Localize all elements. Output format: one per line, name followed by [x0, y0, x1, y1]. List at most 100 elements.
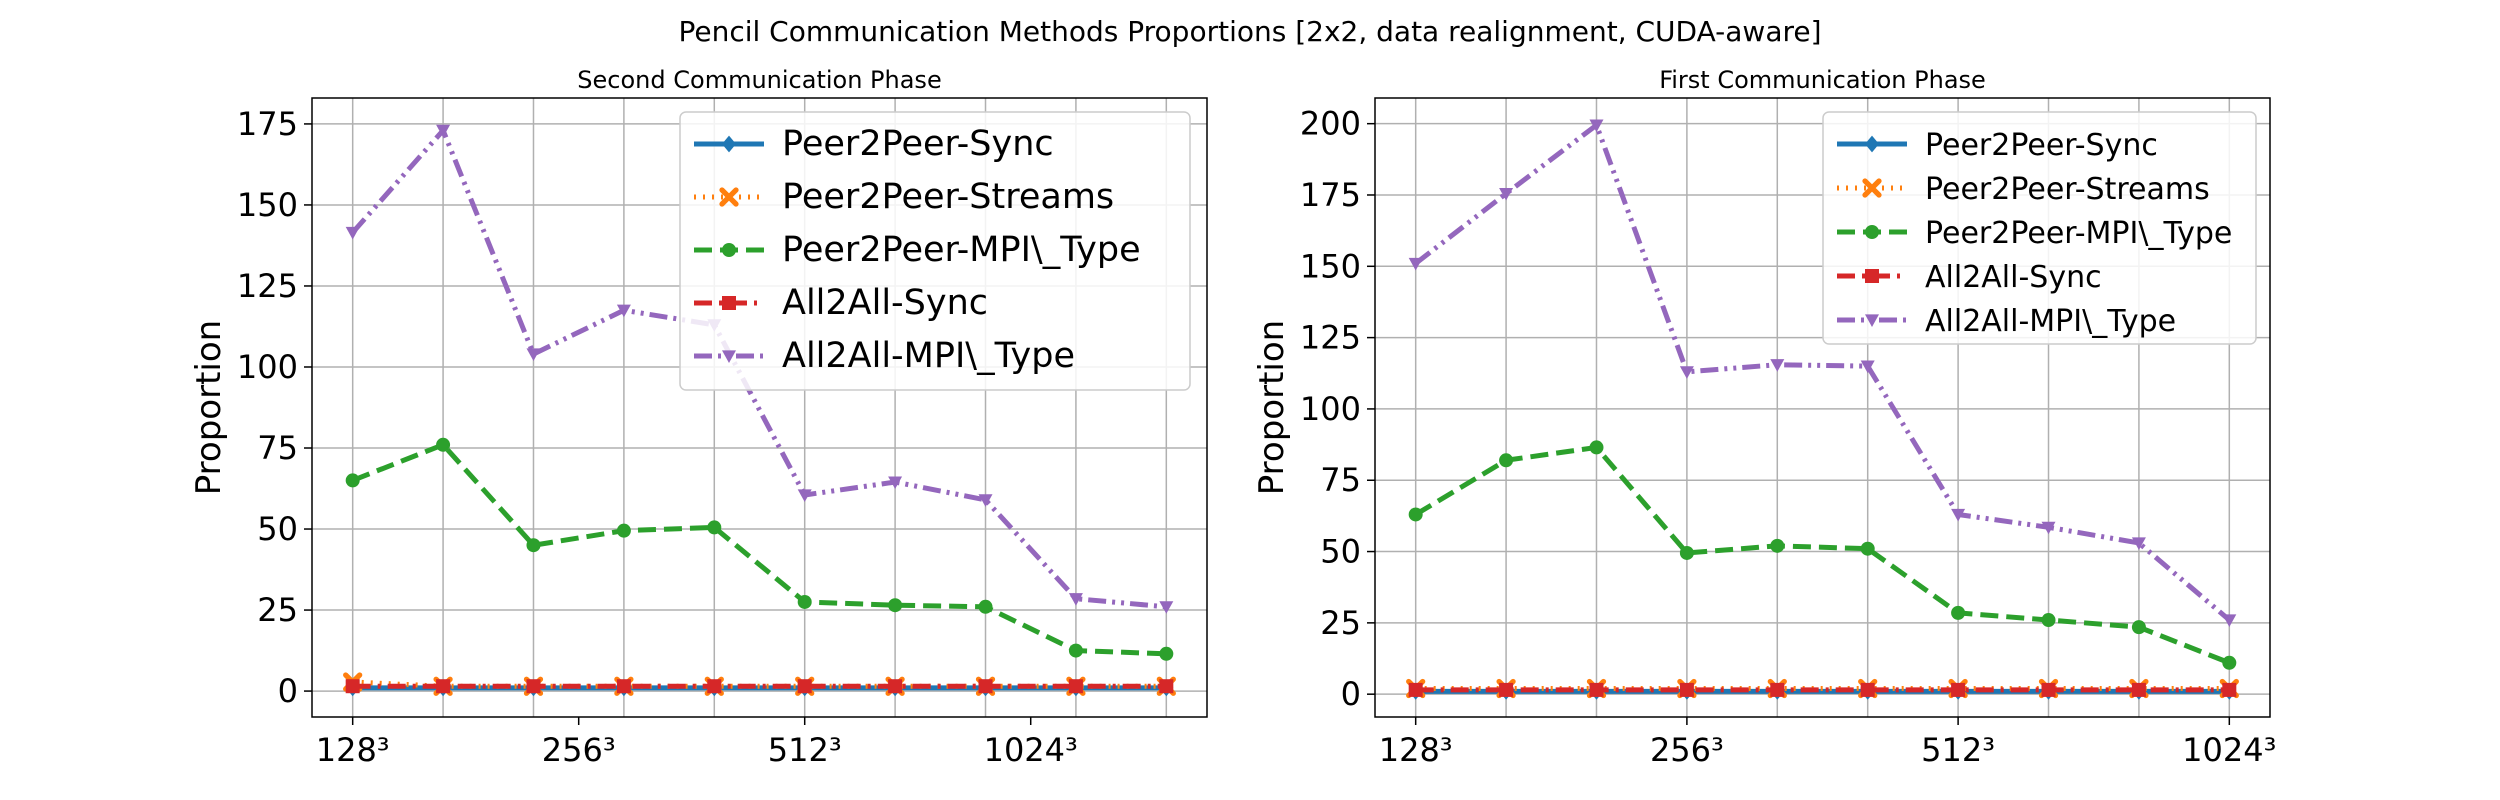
data-point [2131, 537, 2146, 550]
data-point [616, 679, 631, 694]
y-tick-label: 125 [237, 267, 298, 305]
data-point [1068, 593, 1083, 606]
y-tick-label: 25 [1320, 604, 1361, 642]
data-point [1951, 605, 1966, 620]
data-point [1589, 682, 1604, 697]
x-tick-label: 512³ [768, 731, 842, 769]
legend-marker [719, 187, 739, 207]
y-tick-label: 175 [1300, 176, 1361, 214]
data-point [1860, 541, 1875, 556]
legend: Peer2Peer-Sync Peer2Peer-Streams Peer2Peer… [679, 111, 1191, 391]
y-tick-label: 75 [1320, 461, 1361, 499]
legend-marker [1865, 225, 1879, 239]
y-tick-label: 75 [257, 429, 298, 467]
series-all2all-sync [1408, 682, 2237, 697]
series-peer2peer-mpi-type [1408, 440, 2237, 670]
data-point [616, 523, 631, 538]
data-point [345, 226, 360, 240]
legend-entry: All2All-MPI\_Type [782, 336, 1075, 376]
y-axis-label: Proportion [1252, 320, 1292, 495]
y-tick-label: 0 [278, 672, 298, 710]
legend: Peer2Peer-Sync Peer2Peer-Streams Peer2Peer… [1822, 111, 2257, 345]
data-point [797, 489, 812, 503]
data-point [707, 679, 722, 694]
data-point [526, 679, 541, 694]
data-point [1860, 682, 1875, 697]
axes-title: First Communication Phase [1659, 66, 1986, 94]
legend-entry: Peer2Peer-Sync [782, 124, 1054, 164]
y-tick-label: 25 [257, 591, 298, 629]
legend-entry: All2All-Sync [782, 283, 988, 323]
data-point [1951, 508, 1966, 522]
axes-frame [1374, 97, 2271, 718]
data-point [1499, 682, 1514, 697]
data-point [978, 599, 993, 614]
y-tick-label: 50 [1320, 533, 1361, 571]
data-point [436, 437, 451, 452]
legend-marker [1865, 314, 1879, 327]
data-point [526, 538, 541, 553]
legend-entry: Peer2Peer-Sync [1925, 128, 2158, 163]
legend-box [679, 111, 1191, 391]
data-point [978, 679, 993, 694]
data-point [888, 598, 903, 613]
legend-entry: All2All-Sync [1925, 260, 2102, 295]
legend-box [1822, 111, 2257, 345]
legend-marker [1862, 178, 1882, 198]
legend-entry: Peer2Peer-MPI\_Type [1925, 216, 2232, 251]
data-point [1679, 366, 1694, 379]
legend-marker [722, 296, 736, 310]
data-point [1679, 682, 1694, 697]
x-tick-label: 256³ [1650, 731, 1724, 769]
data-point [1589, 440, 1604, 455]
data-point [1068, 643, 1083, 658]
chart-first-communication-phase: 0 25 50 75 100 125 150 175 200 128³ 256³ 512³ 1024³ F… [1252, 66, 2276, 769]
data-point [1860, 360, 1875, 374]
legend-entry: Peer2Peer-MPI\_Type [782, 230, 1141, 270]
y-tick-label: 50 [257, 510, 298, 548]
series-line [352, 679, 1167, 689]
x-tick-label: 512³ [1921, 731, 1995, 769]
data-point [2222, 614, 2237, 628]
data-point [1159, 601, 1174, 614]
data-point [345, 473, 360, 488]
data-point [1408, 682, 1423, 697]
data-point [978, 494, 993, 507]
series-all2all-mpi-type [1408, 119, 2237, 628]
legend-entry: All2All-MPI\_Type [1925, 304, 2176, 339]
y-tick-label: 100 [237, 348, 298, 386]
data-point [2041, 613, 2056, 628]
data-point [526, 348, 541, 362]
data-point [797, 679, 812, 694]
series-line [351, 442, 1167, 657]
series-all2all-sync [345, 679, 1174, 694]
data-point [1951, 682, 1966, 697]
legend-marker [722, 135, 736, 153]
legend-entry: Peer2Peer-Streams [782, 177, 1114, 217]
series-line [350, 127, 1167, 610]
y-tick-label: 150 [237, 186, 298, 224]
data-point [1408, 507, 1423, 522]
legend-marker [722, 350, 736, 363]
data-point [707, 520, 722, 535]
data-point [2222, 682, 2237, 697]
data-point [1770, 359, 1785, 372]
data-point [1499, 187, 1514, 201]
data-point [2041, 682, 2056, 697]
legend-marker [722, 243, 736, 257]
x-tick-label: 128³ [1379, 731, 1453, 769]
data-point [436, 679, 451, 694]
data-point [616, 304, 631, 318]
legend-entry: Peer2Peer-Streams [1925, 172, 2210, 207]
y-tick-label: 200 [1300, 105, 1361, 143]
axes-title: Second Communication Phase [577, 66, 941, 94]
x-tick-label: 1024³ [2182, 731, 2276, 769]
data-point [1589, 119, 1604, 133]
legend-marker [1865, 135, 1879, 153]
axes-frame [311, 97, 1208, 718]
figure-title: Pencil Communication Methods Proportions… [678, 15, 1821, 48]
data-point [436, 124, 451, 138]
y-tick-label: 125 [1300, 319, 1361, 357]
series-line [1414, 122, 2231, 622]
